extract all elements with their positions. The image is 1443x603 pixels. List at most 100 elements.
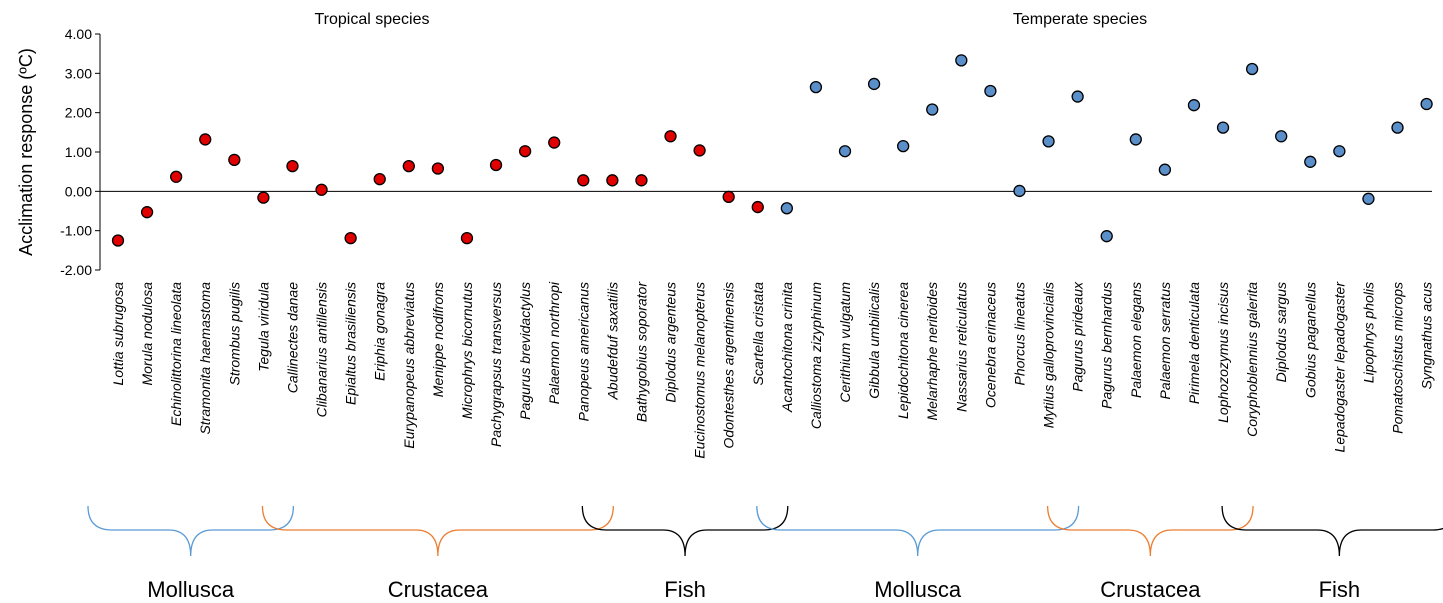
data-point bbox=[373, 172, 386, 186]
species-label: Syngnathus acus bbox=[1419, 282, 1435, 389]
species-label: Pagurus brevidactylus bbox=[517, 282, 533, 420]
species-label: Strombus pugilis bbox=[226, 282, 242, 386]
species-label: Palaemon northropi bbox=[546, 281, 562, 404]
species-label: Lipophrys pholis bbox=[1360, 282, 1376, 383]
species-label: Diplodus argenteus bbox=[663, 282, 679, 403]
data-point bbox=[1158, 163, 1172, 176]
y-tick-label: 4.00 bbox=[65, 26, 92, 42]
species-label: Lepadogaster lepadogaster bbox=[1331, 281, 1347, 453]
group-bracket bbox=[1046, 505, 1254, 557]
species-label: Diplodus sargus bbox=[1273, 282, 1289, 382]
species-label: Acantochitona crinita bbox=[779, 282, 795, 413]
data-point bbox=[286, 160, 299, 173]
species-label: Palaemon elegans bbox=[1128, 282, 1144, 398]
group-label: Fish bbox=[1319, 577, 1361, 602]
species-label: Eurypanopeus abbreviatus bbox=[401, 282, 417, 449]
y-axis-title: Acclimation response (ºC) bbox=[16, 48, 36, 256]
data-point bbox=[1420, 97, 1433, 111]
data-point bbox=[460, 231, 474, 245]
species-label: Lophozozymus incisus bbox=[1215, 282, 1231, 423]
species-label: Eucinostomus melanopterus bbox=[692, 282, 708, 459]
data-point bbox=[402, 160, 415, 173]
species-label: Pomatoschistus microps bbox=[1390, 282, 1406, 434]
data-point bbox=[228, 153, 241, 167]
data-point bbox=[926, 103, 939, 116]
data-point bbox=[315, 183, 328, 196]
species-label: Pagurus bernhardus bbox=[1099, 282, 1115, 409]
data-point bbox=[722, 190, 735, 203]
data-point bbox=[1100, 230, 1113, 243]
data-point bbox=[1013, 184, 1026, 198]
species-label: Echinolittorina lineolata bbox=[168, 282, 184, 426]
data-point bbox=[984, 84, 997, 98]
data-point bbox=[955, 54, 968, 67]
data-point bbox=[751, 200, 764, 214]
species-label: Ocenebra erinaceus bbox=[982, 282, 998, 408]
species-label: Tegula viridula bbox=[255, 282, 271, 372]
species-label: Lottia subrugosa bbox=[110, 282, 126, 386]
species-label: Panopeus americanus bbox=[575, 282, 591, 421]
y-tick-label: -2.00 bbox=[60, 262, 92, 278]
data-point bbox=[1275, 130, 1288, 143]
y-tick-label: 2.00 bbox=[65, 105, 92, 121]
group-label: Fish bbox=[664, 577, 706, 602]
species-label: Gobius paganellus bbox=[1302, 282, 1318, 398]
species-label: Microphrys bicornutus bbox=[459, 282, 475, 419]
data-point bbox=[431, 162, 445, 175]
data-point bbox=[1042, 135, 1055, 148]
data-point bbox=[548, 136, 561, 149]
panel-title: Tropical species bbox=[314, 11, 429, 28]
species-label: Mytilus galloprovincialis bbox=[1041, 282, 1057, 428]
y-tick-label: -1.00 bbox=[60, 223, 92, 239]
data-point bbox=[140, 206, 154, 219]
species-label: Coryphoblennius galerita bbox=[1244, 282, 1260, 437]
data-point bbox=[780, 202, 793, 215]
y-tick-label: 1.00 bbox=[65, 144, 92, 160]
species-label: Callinectes danae bbox=[284, 282, 300, 394]
data-point bbox=[170, 170, 183, 183]
species-label: Lepidochitona cinerea bbox=[895, 282, 911, 419]
data-point bbox=[1333, 145, 1346, 158]
species-label: Stramonita haemastoma bbox=[197, 282, 213, 435]
group-label: Crustacea bbox=[1100, 577, 1201, 602]
data-point bbox=[897, 139, 910, 153]
data-point bbox=[635, 174, 648, 187]
data-point bbox=[809, 80, 823, 94]
species-label: Morula nodulosa bbox=[139, 282, 155, 386]
group-bracket bbox=[261, 505, 614, 557]
data-point bbox=[1391, 121, 1404, 134]
data-point bbox=[1187, 99, 1201, 112]
species-label: Melarhaphe neritoides bbox=[924, 282, 940, 421]
y-tick-label: 0.00 bbox=[65, 183, 92, 199]
species-label: Menippe nodifrons bbox=[430, 282, 446, 397]
group-bracket bbox=[756, 505, 1080, 557]
species-label: Odontesthes argentinensis bbox=[721, 282, 737, 449]
species-label: Palaemon serratus bbox=[1157, 282, 1173, 400]
data-point bbox=[518, 145, 532, 158]
species-label: Cerithium vulgatum bbox=[837, 282, 853, 403]
data-point bbox=[1245, 62, 1259, 76]
group-label: Crustacea bbox=[388, 577, 489, 602]
species-label: Epialtus brasiliensis bbox=[343, 282, 359, 405]
species-label: Pagurus prideaux bbox=[1070, 281, 1086, 392]
data-point bbox=[1071, 90, 1084, 103]
data-point bbox=[1216, 121, 1230, 134]
data-point bbox=[1362, 192, 1375, 205]
species-label: Scartella cristata bbox=[750, 282, 766, 386]
y-tick-label: 3.00 bbox=[65, 65, 92, 81]
species-label: Gibbula umbilicalis bbox=[866, 282, 882, 399]
data-point bbox=[257, 191, 270, 204]
species-label: Eriphia gonagra bbox=[372, 282, 388, 381]
species-label: Nassarius reticulatus bbox=[953, 282, 969, 412]
species-label: Abudefduf saxatilis bbox=[604, 282, 620, 401]
data-point bbox=[199, 133, 212, 146]
data-point bbox=[1304, 155, 1317, 168]
species-label: Pirimela denticulata bbox=[1186, 282, 1202, 404]
species-label: Phorcus lineatus bbox=[1011, 282, 1027, 386]
data-point bbox=[489, 158, 503, 172]
species-label: Pachygrapsus transversus bbox=[488, 282, 504, 447]
group-bracket bbox=[1221, 505, 1443, 557]
panel-title: Temperate species bbox=[1013, 11, 1147, 28]
